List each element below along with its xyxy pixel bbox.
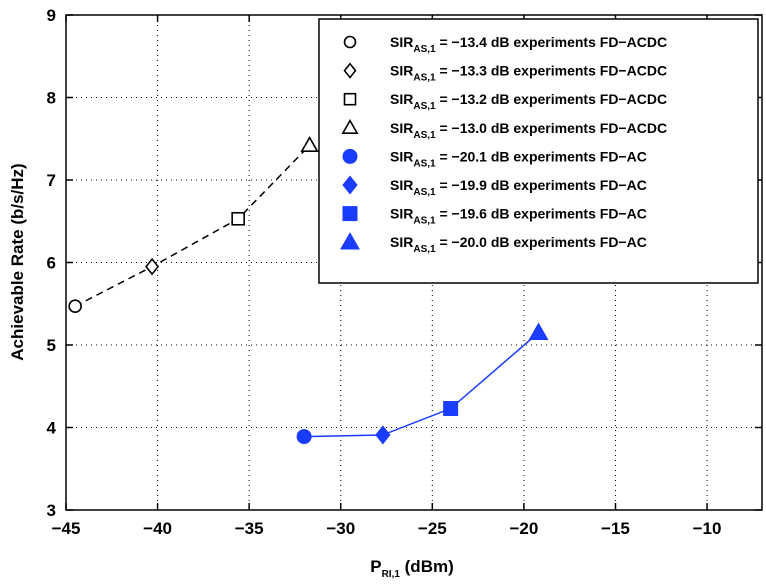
data-point-triangle-open-3	[300, 135, 319, 152]
legend-label-rest: = −13.2 dB experiments FD−ACDC	[436, 91, 667, 107]
legend-label-subscript: AS,1	[413, 130, 436, 141]
x-axis-title: PRI,1 (dBm)	[370, 557, 454, 580]
y-axis-title: Achievable Rate (b/s/Hz)	[8, 163, 27, 360]
legend-label-rest: = −13.4 dB experiments FD−ACDC	[436, 34, 667, 50]
x-tick-label: −25	[418, 519, 447, 538]
data-point-circle-open-0	[68, 299, 82, 314]
legend-label-subscript: AS,1	[413, 187, 436, 198]
series-markers	[68, 135, 549, 445]
legend-entry-label: SIRAS,1 = −13.4 dB experiments FD−ACDC	[390, 34, 667, 55]
axis-ticks: −45 −40 −35 −30 −25 −20 −15 −10 3 4 5 6 7 8 9	[47, 6, 762, 538]
legend-entry-label: SIRAS,1 = −19.9 dB experiments FD−AC	[390, 177, 647, 198]
y-tick-label: 7	[47, 171, 56, 190]
legend-marker-5	[342, 175, 358, 195]
x-tick-label: −15	[601, 519, 630, 538]
legend-label-main: SIR	[390, 206, 413, 222]
legend-entry-label: SIRAS,1 = −20.1 dB experiments FD−AC	[390, 148, 647, 169]
y-tick-label: 6	[47, 254, 56, 273]
data-point-square-open-2	[231, 211, 245, 226]
ac-curve-line	[304, 332, 540, 438]
legend-label-subscript: AS,1	[413, 158, 436, 169]
legend-marker-2	[343, 92, 357, 106]
legend-label-rest: = −13.0 dB experiments FD−ACDC	[436, 120, 667, 136]
legend-marker-4	[342, 148, 358, 164]
data-point-circle-filled-4	[296, 429, 312, 445]
x-tick-label: −45	[52, 519, 81, 538]
legend-label-rest: = −19.9 dB experiments FD−AC	[436, 177, 647, 193]
legend-label-rest: = −20.1 dB experiments FD−AC	[436, 148, 647, 164]
y-tick-label: 8	[47, 89, 56, 108]
series-lines	[74, 144, 540, 438]
legend-entry-label: SIRAS,1 = −20.0 dB experiments FD−AC	[390, 234, 647, 255]
legend-marker-1	[343, 62, 357, 79]
legend-marker-7	[340, 232, 360, 250]
y-tick-label: 5	[47, 336, 56, 355]
x-tick-label: −10	[693, 519, 722, 538]
x-tick-label: −35	[235, 519, 264, 538]
legend-entry-label: SIRAS,1 = −19.6 dB experiments FD−AC	[390, 206, 647, 227]
legend-label-rest: = −20.0 dB experiments FD−AC	[436, 234, 647, 250]
data-point-square-filled-6	[443, 401, 459, 417]
legend-marker-0	[343, 35, 357, 49]
x-axis-title-subscript: RI,1	[382, 569, 401, 580]
data-point-diamond-filled-5	[375, 425, 391, 445]
legend-entry-label: SIRAS,1 = −13.3 dB experiments FD−ACDC	[390, 63, 667, 84]
legend: SIRAS,1 = −13.4 dB experiments FD−ACDCSI…	[318, 18, 759, 284]
y-tick-label: 3	[47, 501, 56, 520]
legend-label-rest: = −13.3 dB experiments FD−ACDC	[436, 63, 667, 79]
legend-label-rest: = −19.6 dB experiments FD−AC	[436, 206, 647, 222]
y-tick-label: 9	[47, 6, 56, 25]
x-axis-title-main: P	[370, 557, 381, 576]
legend-entry-label: SIRAS,1 = −13.2 dB experiments FD−ACDC	[390, 91, 667, 112]
legend-label-subscript: AS,1	[413, 44, 436, 55]
legend-label-main: SIR	[390, 177, 413, 193]
acdc-curve-line	[74, 144, 311, 307]
legend-label-main: SIR	[390, 63, 413, 79]
legend-marker-6	[342, 206, 358, 222]
data-point-triangle-filled-7	[528, 322, 549, 340]
legend-label-main: SIR	[390, 148, 413, 164]
x-tick-label: −40	[143, 519, 172, 538]
legend-label-main: SIR	[390, 91, 413, 107]
legend-label-main: SIR	[390, 234, 413, 250]
legend-label-main: SIR	[390, 34, 413, 50]
legend-entry-label: SIRAS,1 = −13.0 dB experiments FD−ACDC	[390, 120, 667, 141]
legend-label-subscript: AS,1	[413, 101, 436, 112]
legend-marker-3	[341, 119, 359, 134]
x-axis-title-suffix: (dBm)	[400, 557, 454, 576]
legend-label-subscript: AS,1	[413, 244, 436, 255]
data-point-diamond-open-1	[145, 257, 160, 276]
legend-label-main: SIR	[390, 120, 413, 136]
x-tick-label: −20	[509, 519, 538, 538]
x-tick-label: −30	[326, 519, 355, 538]
legend-label-subscript: AS,1	[413, 73, 436, 84]
legend-label-subscript: AS,1	[413, 216, 436, 227]
y-tick-label: 4	[47, 419, 57, 438]
legend-box	[318, 18, 759, 284]
